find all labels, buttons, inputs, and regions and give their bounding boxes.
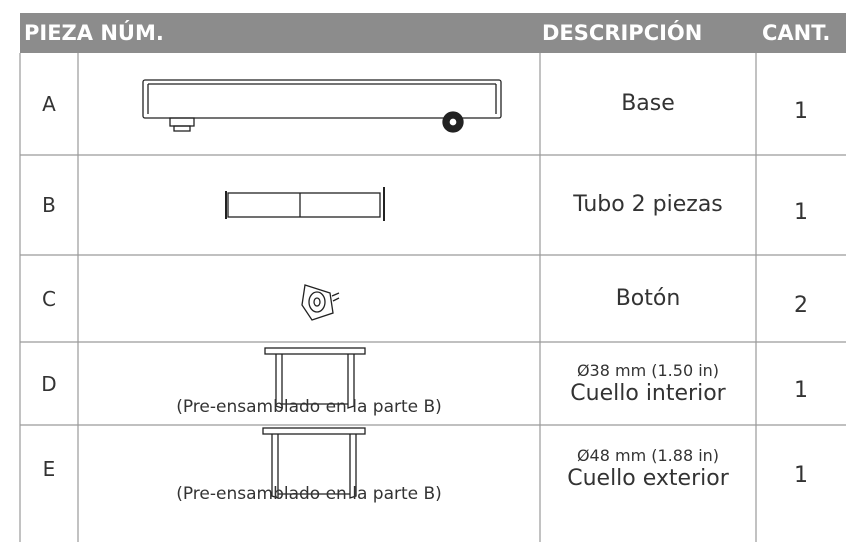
header-qty: CANT. bbox=[762, 21, 831, 45]
description: Ø48 mm (1.88 in) Cuello exterior bbox=[540, 425, 756, 512]
assembly-note: (Pre-ensamblado en la parte B) bbox=[176, 484, 442, 504]
description: Botón bbox=[540, 255, 756, 342]
header-bar bbox=[20, 13, 846, 53]
description-line: Ø38 mm (1.50 in) bbox=[576, 360, 720, 380]
part-letter: D bbox=[41, 371, 57, 396]
part-b-drawing bbox=[225, 187, 385, 221]
quantity: 2 bbox=[794, 293, 808, 318]
header-part: PIEZA NÚM. bbox=[24, 21, 164, 45]
description: Base bbox=[540, 53, 756, 155]
description-line: Botón bbox=[615, 285, 681, 311]
part-c-drawing bbox=[301, 284, 340, 321]
description: Tubo 2 piezas bbox=[540, 155, 756, 255]
header-description: DESCRIPCIÓN bbox=[542, 21, 703, 45]
description: Ø38 mm (1.50 in) Cuello interior bbox=[540, 342, 756, 425]
description-line: Cuello exterior bbox=[567, 465, 729, 491]
part-e-drawing bbox=[262, 427, 366, 499]
description-line: Ø48 mm (1.88 in) bbox=[576, 445, 720, 465]
part-letter: C bbox=[42, 286, 56, 311]
quantity: 1 bbox=[794, 463, 808, 488]
description-line: Tubo 2 piezas bbox=[573, 192, 723, 217]
part-letter: B bbox=[42, 193, 56, 217]
grid bbox=[19, 53, 846, 542]
part-a-drawing bbox=[142, 79, 502, 133]
quantity: 1 bbox=[794, 98, 808, 124]
assembly-note: (Pre-ensamblado en la parte B) bbox=[176, 397, 442, 417]
quantity: 1 bbox=[794, 378, 808, 403]
quantity: 1 bbox=[794, 199, 808, 225]
part-letter: A bbox=[42, 92, 56, 116]
part-letter: E bbox=[42, 456, 56, 481]
part-d-drawing bbox=[264, 347, 366, 409]
description-line: Cuello interior bbox=[570, 380, 726, 406]
description-line: Base bbox=[621, 91, 675, 116]
